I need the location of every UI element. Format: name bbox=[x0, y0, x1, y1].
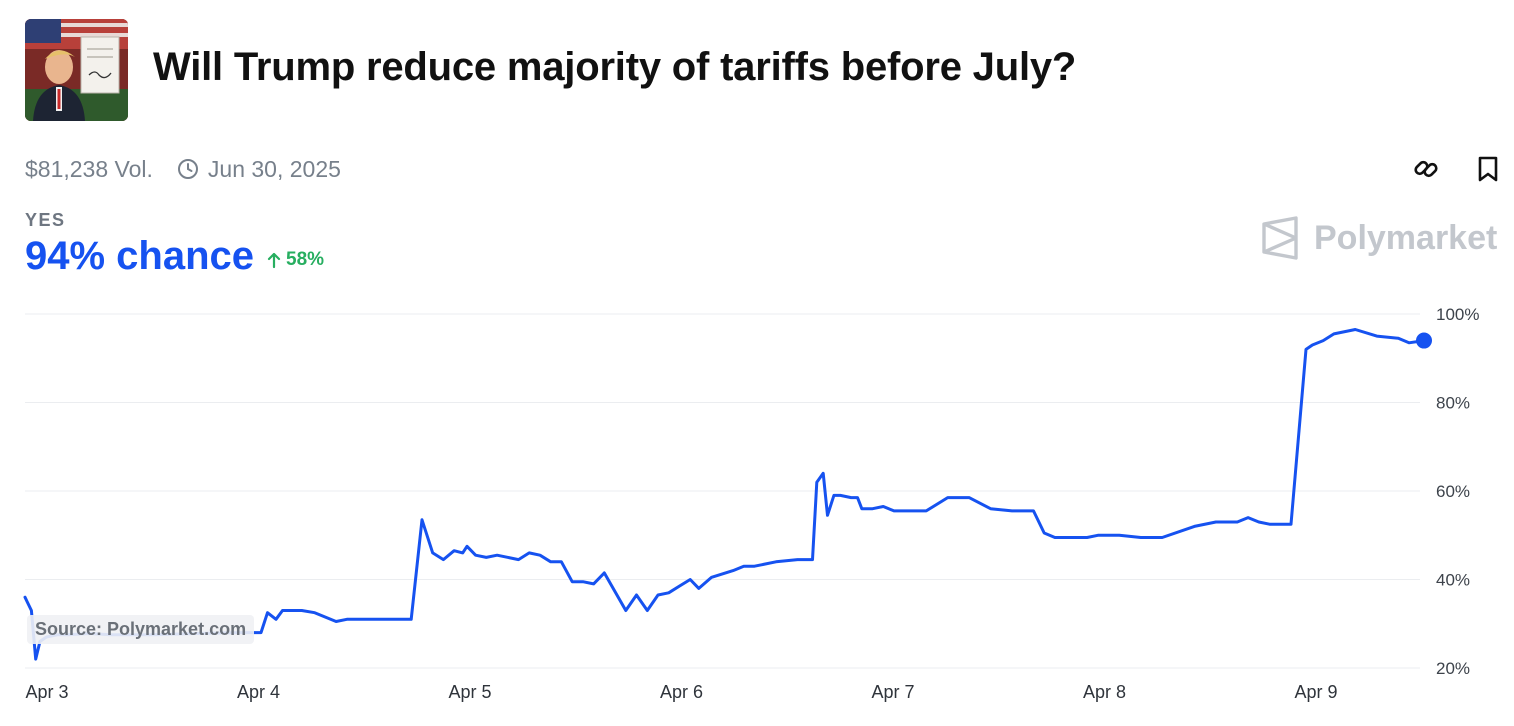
x-axis-labels: Apr 3 Apr 4 Apr 5 Apr 6 Apr 7 Apr 8 Apr 9 bbox=[25, 682, 1337, 702]
price-chart: 100%80%60%40%20% Apr 3 Apr 4 Apr 5 Apr 6 Apr… bbox=[23, 305, 1479, 702]
chance-row: 94% chance 58% bbox=[25, 234, 324, 279]
chance-value: 94% chance bbox=[25, 234, 255, 278]
y-tick-label: 100% bbox=[1436, 305, 1479, 324]
change-value: 58% bbox=[286, 249, 325, 270]
arrow-up-icon bbox=[267, 252, 281, 269]
market-title: Will Trump reduce majority of tariffs be… bbox=[153, 45, 1077, 89]
chart-grid bbox=[25, 313, 1420, 669]
polymarket-brand: Polymarket bbox=[1260, 216, 1497, 260]
change-badge: 58% bbox=[266, 249, 324, 271]
outcome-label: YES bbox=[25, 210, 66, 230]
series-line bbox=[23, 328, 1426, 661]
link-icon[interactable] bbox=[1410, 153, 1442, 185]
source-label: Source: Polymarket.com bbox=[27, 615, 255, 644]
y-tick-label: 80% bbox=[1436, 394, 1470, 413]
clock-icon bbox=[177, 158, 199, 180]
market-thumbnail bbox=[25, 19, 128, 121]
end-date-text: Jun 30, 2025 bbox=[207, 155, 341, 182]
brand-name: Polymarket bbox=[1314, 218, 1498, 257]
x-tick-label: Apr 6 bbox=[660, 682, 703, 702]
y-tick-label: 20% bbox=[1436, 659, 1470, 678]
series-endpoint bbox=[1416, 332, 1432, 349]
volume-text: $81,238 Vol. bbox=[25, 155, 153, 182]
x-tick-label: Apr 5 bbox=[448, 682, 491, 702]
x-tick-label: Apr 9 bbox=[1294, 682, 1337, 702]
x-tick-label: Apr 3 bbox=[25, 682, 68, 702]
market-meta: $81,238 Vol. Jun 30, 2025 bbox=[25, 155, 341, 183]
bookmark-icon[interactable] bbox=[1472, 153, 1504, 185]
x-tick-label: Apr 8 bbox=[1083, 682, 1126, 702]
x-tick-label: Apr 4 bbox=[237, 682, 280, 702]
x-tick-label: Apr 7 bbox=[871, 682, 914, 702]
y-axis-labels: 100% 80% 60% 40% 20% bbox=[1436, 305, 1479, 678]
polymarket-logo-icon bbox=[1262, 216, 1298, 260]
y-tick-label: 40% bbox=[1436, 571, 1470, 590]
market-actions bbox=[1410, 153, 1504, 185]
market-thumbnail-icon bbox=[25, 19, 128, 121]
y-tick-label: 60% bbox=[1436, 482, 1470, 501]
